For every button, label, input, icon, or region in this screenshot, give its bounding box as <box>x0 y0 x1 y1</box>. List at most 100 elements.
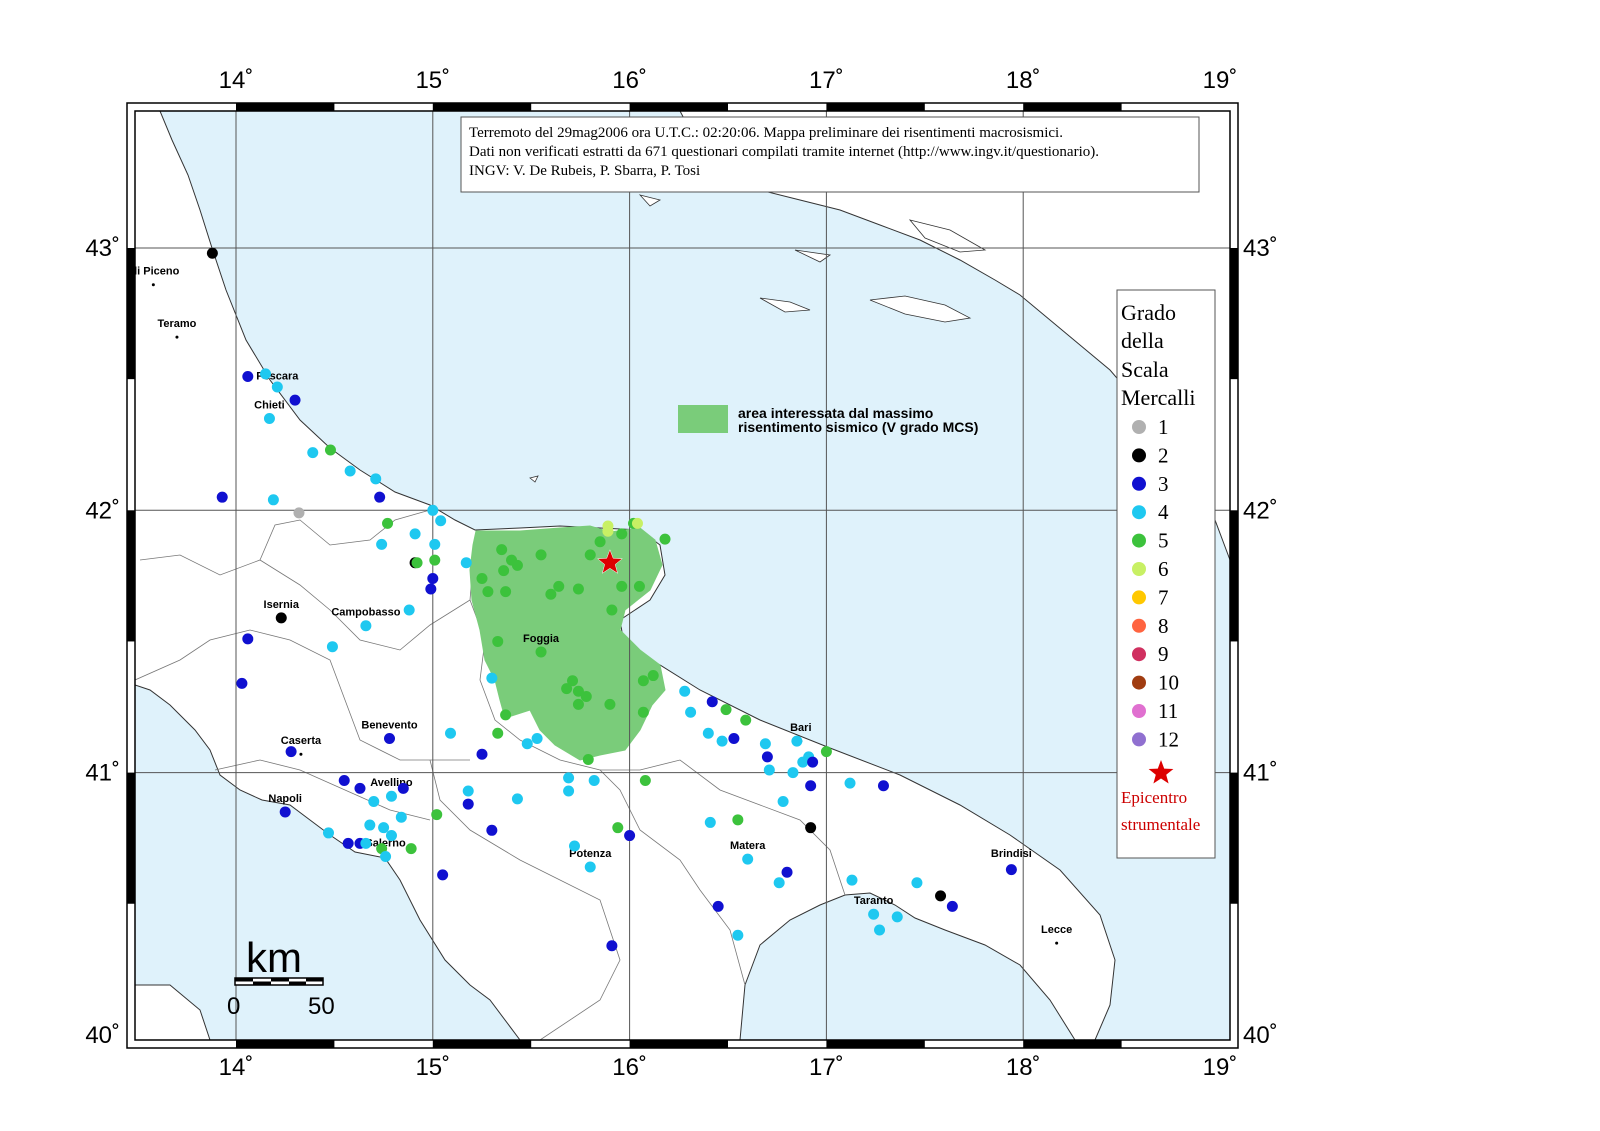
observation-point <box>293 507 305 519</box>
observation-point <box>397 782 409 794</box>
observation-point <box>704 816 716 828</box>
observation-point <box>877 780 889 792</box>
observation-point <box>720 704 732 716</box>
legend-title-3: Scala <box>1121 357 1169 382</box>
area-note-line-1: area interessata dal massimo <box>738 405 933 421</box>
frame-segment <box>1023 1040 1122 1048</box>
observation-point <box>805 822 817 834</box>
frame-segment <box>432 1040 532 1048</box>
city-label: Lecce <box>1041 924 1072 936</box>
city-label: Foggia <box>523 633 560 645</box>
observation-point <box>322 827 334 839</box>
observation-point <box>425 583 437 595</box>
observation-point <box>492 635 504 647</box>
observation-point <box>275 612 287 624</box>
city-label: Caserta <box>281 735 322 747</box>
lon-tick-label: 16˚ <box>612 1054 647 1081</box>
legend-swatch <box>1132 647 1146 662</box>
observation-point <box>637 675 649 687</box>
observation-point <box>382 517 394 529</box>
observation-point <box>777 795 789 807</box>
observation-point <box>732 929 744 941</box>
legend-label: 12 <box>1158 727 1179 751</box>
title-line-2: Dati non verificati estratti da 671 ques… <box>469 144 1099 160</box>
city-label: Benevento <box>361 720 418 732</box>
island-6 <box>529 475 539 483</box>
observation-point <box>874 924 886 936</box>
island-1 <box>869 295 972 323</box>
observation-point <box>289 394 301 406</box>
observation-point <box>685 706 697 718</box>
legend-swatch <box>1132 704 1146 718</box>
observation-point <box>385 830 397 842</box>
observation-point <box>563 772 575 784</box>
legend-epicentre-line-2: strumentale <box>1121 815 1200 834</box>
observation-point <box>606 940 618 952</box>
observation-point <box>563 785 575 797</box>
scale-label-end: 50 <box>308 993 335 1020</box>
observation-point <box>759 738 771 750</box>
observation-point <box>773 877 785 889</box>
observation-point <box>561 683 573 695</box>
observation-point <box>844 777 856 789</box>
observation-point <box>307 447 319 459</box>
observation-point <box>324 444 336 456</box>
city-label: Brindisi <box>991 848 1032 860</box>
observation-point <box>492 727 504 739</box>
land-sicily <box>135 984 211 1040</box>
observation-point <box>427 572 439 584</box>
frame-segment <box>127 510 135 642</box>
title-line-3: INGV: V. De Rubeis, P. Sbarra, P. Tosi <box>469 163 700 179</box>
observation-point <box>376 538 388 550</box>
observation-point <box>602 525 614 537</box>
area-note: area interessata dal massimo risentiment… <box>678 405 978 435</box>
observation-point <box>364 819 376 831</box>
legend-swatch <box>1132 732 1146 747</box>
observation-point <box>740 714 752 726</box>
observation-point <box>567 675 579 687</box>
frame-segment <box>236 1040 335 1048</box>
observation-point <box>580 691 592 703</box>
city-label: Teramo <box>157 318 196 330</box>
observation-point <box>500 586 512 598</box>
observation-point <box>435 515 447 527</box>
lon-tick-label: 18˚ <box>1006 1054 1041 1081</box>
observation-point <box>553 580 565 592</box>
observation-point <box>582 753 594 765</box>
observation-point <box>1005 864 1017 876</box>
lon-tick-label: 17˚ <box>809 1054 844 1081</box>
observation-point <box>405 843 417 855</box>
observation-point <box>384 733 396 745</box>
observation-point <box>531 733 543 745</box>
city-marker <box>1055 941 1059 945</box>
epicentre-star <box>596 549 623 574</box>
observation-point <box>706 696 718 708</box>
observation-point <box>891 911 903 923</box>
lon-tick-label: 15˚ <box>415 67 450 94</box>
legend-swatch <box>1132 420 1146 434</box>
observation-point <box>437 869 449 881</box>
legend-swatch <box>1132 562 1146 576</box>
city-label: Isernia <box>264 599 300 611</box>
observation-point <box>535 646 547 658</box>
island-5 <box>638 194 662 207</box>
island-2 <box>908 219 987 253</box>
legend-label: 1 <box>1158 415 1169 439</box>
observation-point <box>476 748 488 760</box>
city-label: Salerno <box>365 838 406 850</box>
observation-point <box>486 824 498 836</box>
title-box: Terremoto del 29mag2006 ora U.T.C.: 02:2… <box>460 116 1200 193</box>
observation-point <box>612 822 624 834</box>
map-frame <box>126 102 1239 1049</box>
observation-point <box>535 549 547 561</box>
observation-point <box>679 685 691 697</box>
city-label: Campobasso <box>331 607 400 619</box>
frame-segment <box>1023 103 1122 111</box>
observation-point <box>216 491 228 503</box>
observation-point <box>545 588 557 600</box>
observation-point <box>846 874 858 886</box>
observation-point <box>572 698 584 710</box>
frame-segment <box>826 1040 925 1048</box>
area-note-line-2: risentimento sismico (V grado MCS) <box>738 419 978 435</box>
